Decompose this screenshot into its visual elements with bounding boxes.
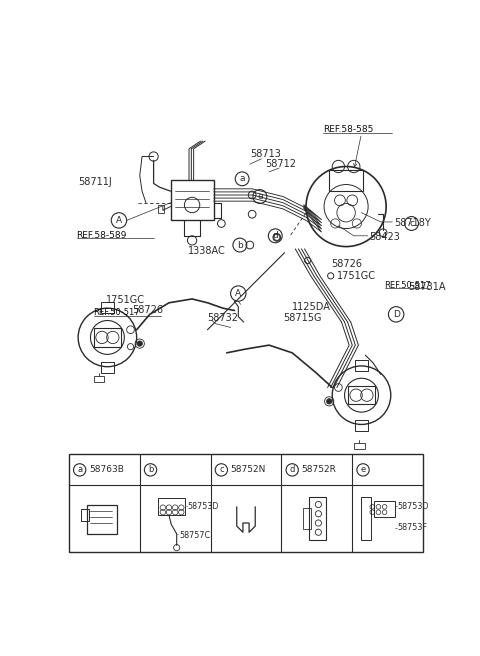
Text: 58753D: 58753D: [188, 502, 219, 510]
Bar: [69, 455, 423, 552]
Text: a: a: [77, 465, 82, 474]
Bar: [348, 386, 375, 405]
Text: a: a: [240, 174, 245, 183]
Bar: [329, 170, 363, 191]
Text: REF.58-585: REF.58-585: [323, 125, 373, 134]
Text: d: d: [272, 232, 278, 240]
Bar: [374, 501, 396, 517]
Bar: [101, 302, 114, 313]
Bar: [361, 497, 371, 540]
Text: d: d: [289, 465, 295, 474]
Text: REF.50-517: REF.50-517: [94, 308, 140, 318]
Text: 58731A: 58731A: [408, 282, 445, 293]
Text: 58726: 58726: [331, 259, 362, 270]
Text: 58713: 58713: [250, 149, 281, 159]
Text: e: e: [257, 192, 263, 201]
Text: 1751GC: 1751GC: [106, 295, 145, 306]
Text: 58715G: 58715G: [283, 313, 322, 323]
Text: 58718Y: 58718Y: [394, 218, 431, 228]
Text: 58753F: 58753F: [397, 523, 427, 532]
Text: 1751GC: 1751GC: [337, 271, 376, 281]
Text: 58752N: 58752N: [230, 465, 266, 474]
Text: b: b: [148, 465, 153, 474]
Text: A: A: [116, 216, 122, 225]
Circle shape: [326, 399, 332, 404]
Bar: [303, 508, 311, 529]
Text: 58732: 58732: [207, 313, 239, 323]
Bar: [94, 376, 104, 382]
Text: 58757C: 58757C: [179, 531, 210, 540]
Bar: [101, 362, 114, 373]
Text: b: b: [237, 241, 243, 249]
Text: 58753D: 58753D: [397, 502, 429, 510]
Text: 58711J: 58711J: [78, 177, 112, 187]
Bar: [170, 180, 214, 220]
Bar: [81, 509, 89, 522]
Text: REF.50-517: REF.50-517: [384, 281, 431, 289]
Bar: [309, 497, 326, 540]
Text: 58752R: 58752R: [301, 465, 336, 474]
Text: A: A: [235, 289, 241, 298]
Text: 1338AC: 1338AC: [188, 246, 226, 256]
Text: 58763B: 58763B: [89, 465, 124, 474]
Text: c: c: [409, 219, 414, 228]
Bar: [158, 499, 185, 516]
Bar: [158, 205, 164, 213]
Text: D: D: [393, 310, 399, 319]
Text: c: c: [219, 465, 224, 474]
Bar: [87, 504, 117, 534]
Text: e: e: [360, 465, 366, 474]
Bar: [354, 443, 365, 449]
Circle shape: [137, 341, 143, 346]
Bar: [355, 420, 368, 430]
Bar: [355, 359, 368, 371]
Text: 58712: 58712: [265, 159, 296, 169]
Text: 1125DA: 1125DA: [292, 302, 331, 312]
Text: 58726: 58726: [132, 306, 163, 316]
Text: REF.58-589: REF.58-589: [77, 230, 127, 239]
Text: 58423: 58423: [369, 232, 400, 242]
Bar: [94, 328, 121, 346]
